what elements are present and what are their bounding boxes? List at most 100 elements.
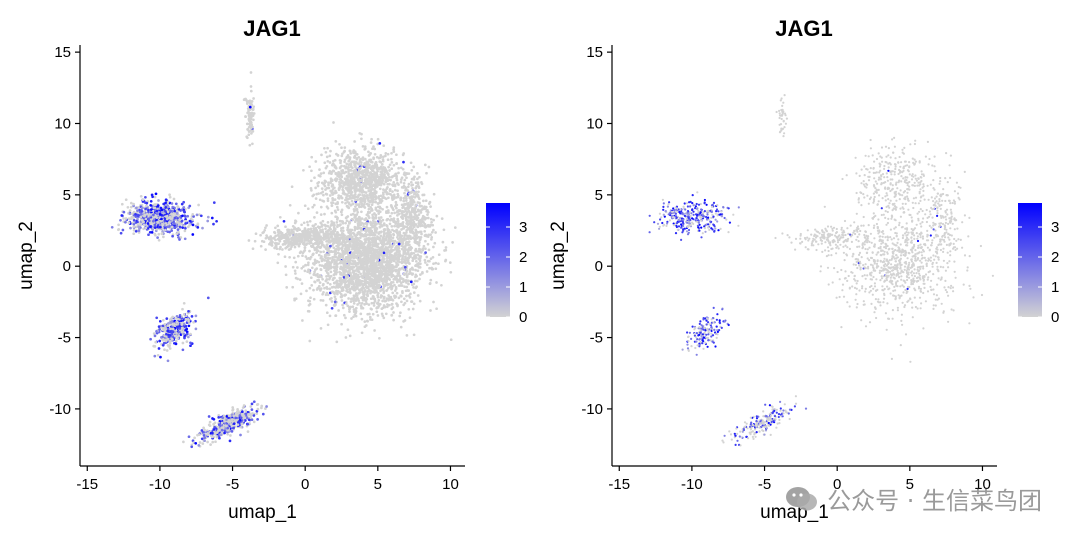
umap-point	[390, 303, 394, 306]
umap-point	[324, 227, 327, 231]
umap-point	[370, 160, 374, 164]
umap-point	[336, 251, 340, 255]
umap-point	[435, 281, 438, 284]
umap-point	[340, 154, 344, 158]
umap-point	[367, 216, 371, 220]
umap-point	[414, 213, 417, 217]
umap-point	[405, 334, 409, 337]
umap-point	[197, 203, 200, 207]
umap-point	[429, 257, 433, 261]
umap-point	[326, 221, 330, 224]
umap-point	[306, 207, 310, 211]
umap-point	[362, 271, 365, 275]
umap-point	[247, 133, 251, 137]
umap-point	[356, 189, 359, 192]
umap-point	[329, 181, 332, 185]
umap-point	[259, 233, 262, 237]
umap-point	[376, 202, 380, 205]
umap-point	[340, 299, 344, 302]
umap-point	[369, 289, 373, 293]
umap-point	[300, 223, 303, 227]
umap-point	[371, 312, 375, 316]
umap-point	[298, 242, 302, 246]
umap-point	[349, 300, 353, 303]
umap-point	[326, 159, 330, 163]
umap-point	[396, 255, 400, 259]
umap-point	[152, 213, 155, 217]
umap-point	[381, 191, 385, 194]
umap-panel-1: JAG1-15 -10 -5 0 5 10-10-5051015umap_1umap_20…	[16, 16, 527, 523]
umap-point	[309, 179, 313, 183]
umap-point	[339, 181, 343, 185]
umap-point	[386, 273, 389, 277]
umap-point	[184, 222, 187, 225]
umap-point	[310, 284, 314, 287]
umap-point	[119, 218, 122, 222]
umap-point	[413, 279, 417, 283]
umap-point	[384, 249, 388, 252]
umap-point	[319, 289, 322, 292]
umap-point	[289, 232, 292, 235]
umap-point	[400, 176, 404, 180]
umap-point	[379, 216, 383, 219]
umap-point	[395, 291, 399, 295]
umap-point	[416, 253, 420, 257]
umap-point	[337, 197, 341, 200]
umap-point	[293, 269, 297, 273]
umap-point	[140, 210, 144, 213]
umap-point	[308, 257, 312, 261]
umap-point	[383, 196, 387, 200]
umap-point	[252, 118, 255, 122]
umap-point	[391, 254, 394, 258]
umap-point	[381, 207, 384, 211]
umap-point	[444, 246, 448, 249]
umap-point	[362, 224, 365, 228]
umap-point	[379, 274, 383, 278]
umap-point	[251, 142, 254, 146]
umap-point	[212, 222, 215, 226]
umap-point	[418, 223, 422, 227]
umap-point	[129, 226, 132, 230]
umap-point	[396, 189, 399, 193]
umap-point	[249, 120, 252, 124]
umap-point	[370, 269, 373, 273]
umap-point	[378, 266, 382, 270]
umap-point	[401, 220, 405, 224]
umap-point	[355, 255, 359, 258]
umap-point	[403, 178, 407, 182]
umap-point	[313, 248, 317, 252]
umap-point	[403, 191, 406, 195]
umap-point	[432, 218, 435, 222]
umap-point	[338, 258, 341, 262]
umap-point	[427, 233, 430, 237]
umap-point	[423, 229, 427, 233]
umap-point	[302, 221, 306, 225]
umap-point	[425, 263, 429, 267]
umap-point	[330, 300, 334, 303]
umap-point	[363, 274, 367, 278]
umap-point	[292, 256, 296, 260]
umap-point	[440, 217, 444, 220]
umap-point	[404, 248, 408, 251]
umap-point	[348, 256, 352, 260]
umap-point	[414, 259, 418, 263]
umap-point	[348, 222, 351, 225]
umap-point	[157, 238, 161, 242]
umap-point	[405, 176, 408, 180]
umap-point	[365, 178, 368, 182]
umap-point	[366, 194, 369, 198]
umap-point	[453, 226, 457, 229]
umap-point	[310, 169, 313, 173]
umap-point	[382, 291, 386, 295]
umap-point	[370, 301, 374, 305]
umap-point	[373, 244, 377, 248]
umap-point	[418, 277, 421, 281]
umap-point	[321, 299, 325, 302]
umap-point	[385, 210, 388, 213]
umap-point	[348, 232, 352, 235]
umap-point	[394, 172, 397, 176]
umap-point	[369, 297, 373, 301]
umap-point	[387, 175, 391, 179]
umap-point	[307, 269, 311, 272]
umap-point	[308, 219, 312, 223]
